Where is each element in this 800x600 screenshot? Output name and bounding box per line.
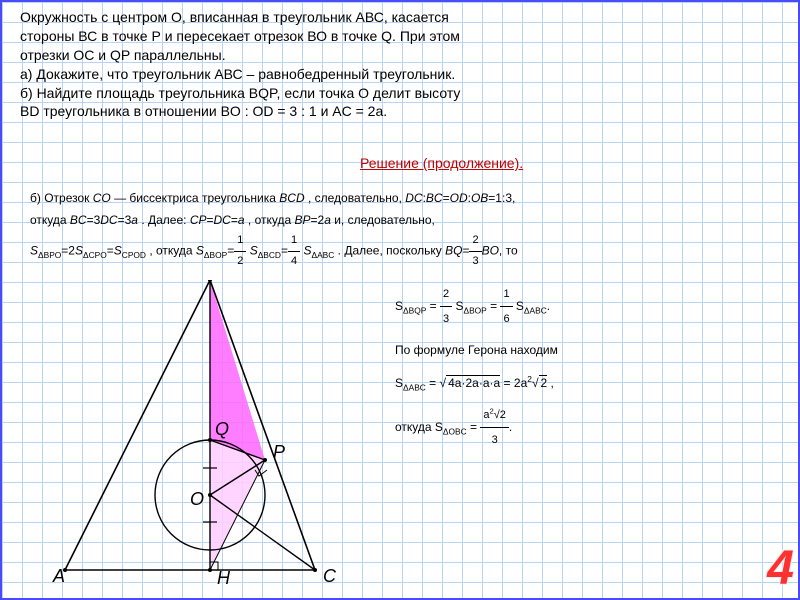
formula-line: SΔABC = √4a·2a·a·a = 2a2√2 , (395, 370, 785, 397)
pt (208, 568, 212, 572)
solution-part-b: б) Отрезок CO — биссектриса треугольника… (30, 188, 780, 272)
page-badge: 4 (767, 541, 794, 596)
text: , откуда (248, 213, 295, 227)
solution-line: SΔBPO=2SΔCPO=SCPOD , откуда SΔBOP=12 SΔB… (30, 231, 780, 272)
quad-QHOP (210, 440, 265, 570)
label-P: P (273, 442, 285, 462)
text: , откуда (149, 244, 196, 258)
label-Q: Q (215, 419, 229, 439)
label-O: O (190, 489, 204, 509)
pt (208, 438, 212, 442)
problem-line: отрезки ОС и QP параллельны. (20, 46, 780, 65)
text: и, следовательно, (334, 213, 435, 227)
label-H: H (217, 568, 231, 585)
triangle-ABC (65, 280, 315, 570)
solution-title: Решение (продолжение). (360, 155, 523, 171)
pt (208, 493, 212, 497)
label-A: A (52, 566, 65, 585)
problem-line: BD треугольника в отношении BO : OD = 3 … (20, 102, 780, 121)
text: , следовательно, (308, 191, 405, 205)
label-C: C (323, 566, 337, 585)
solution-line: откуда BC=3DC=3a . Далее: CP=DC=a , отку… (30, 210, 780, 232)
text: откуда (30, 213, 70, 227)
text: . Далее: (141, 213, 190, 227)
formulas-block: SΔBQP = 23 SΔBOP = 16 SΔABC. По формуле … (395, 282, 785, 458)
problem-line: Окружность с центром О, вписанная в треу… (20, 8, 780, 27)
formula-line: SΔBQP = 23 SΔBOP = 16 SΔABC. (395, 282, 785, 331)
problem-line: б) Найдите площадь треугольника BQP, есл… (20, 84, 780, 103)
formula-line: откуда SΔOBC = a2√23. (395, 403, 785, 452)
geometry-diagram: A B C H O P Q (45, 280, 385, 585)
text: откуда (395, 420, 435, 434)
text: б) Отрезок (30, 191, 93, 205)
pt (263, 458, 267, 462)
problem-line: а) Докажите, что треугольник АВС – равно… (20, 65, 780, 84)
solution-line: б) Отрезок CO — биссектриса треугольника… (30, 188, 780, 210)
problem-statement: Окружность с центром О, вписанная в треу… (20, 8, 780, 121)
heron-intro: По формуле Герона находим (395, 337, 785, 363)
text: — биссектриса треугольника (114, 191, 279, 205)
pt (313, 568, 317, 572)
text: . Далее, поскольку (338, 244, 445, 258)
problem-line: стороны ВС в точке Р и пересекает отрезо… (20, 27, 780, 46)
